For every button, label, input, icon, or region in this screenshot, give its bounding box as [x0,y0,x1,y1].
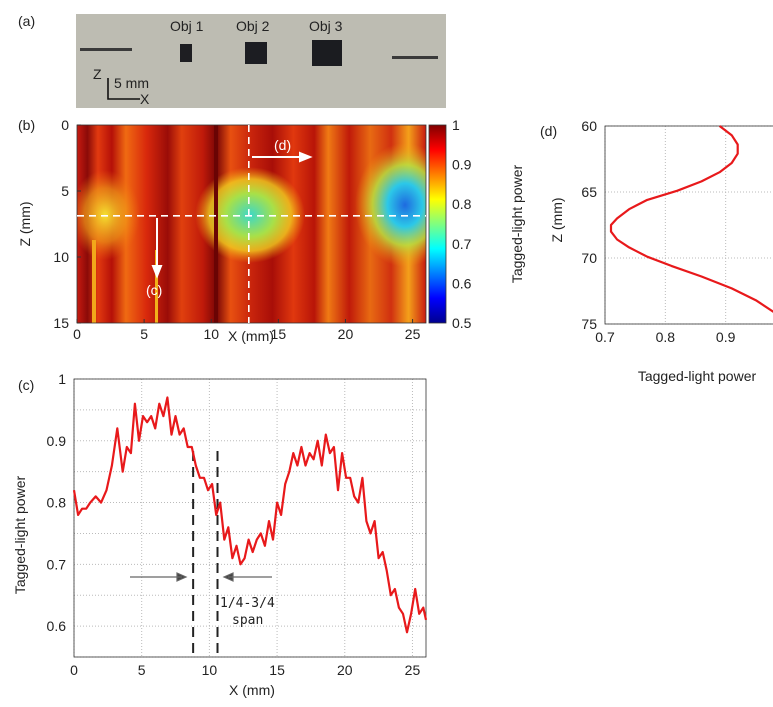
line-c-plot: 0 5 10 15 20 25 1 0.9 0.8 0.7 0.6 [47,371,428,678]
colorbar-tick-label: 0.8 [452,196,472,212]
xtick-label: 0 [70,662,78,678]
photo-wire-left [80,48,132,51]
heatmap-xtick-label: 20 [338,326,354,342]
xtick-label: 5 [138,662,146,678]
photo-wire-right [392,56,438,59]
ytick-label: 1 [58,371,66,387]
span-annotation-line2: span [232,613,263,628]
colorbar-tick-label: 0.7 [452,236,472,252]
annotation-c: (c) [146,282,162,298]
line-panel-c: (c) 0 5 10 15 20 25 1 0.9 0.8 0.7 0.6 1/4-3/4 span… [12,371,428,698]
heatmap-image [77,125,426,323]
xtick-label: 15 [269,662,285,678]
line-d-ylabel: Z (mm) [549,197,565,242]
ytick-label: 0.8 [47,495,67,511]
heatmap-ytick-label: 10 [53,249,69,265]
panel-label-c: (c) [18,377,34,393]
panel-label-d: (d) [540,123,557,139]
heatmap-xtick-label: 25 [405,326,421,342]
colorbar [428,124,447,324]
plot-frame [604,125,773,325]
arrow-left [130,572,188,582]
obj-1-label: Obj 1 [170,18,204,34]
scale-axis-x: X [140,91,150,107]
heatmap-ytick-label: 15 [53,315,69,331]
colorbar-tick-label: 0.5 [452,315,472,331]
ytick-label: 75 [581,316,597,332]
scale-length: 5 mm [114,75,149,91]
colorbar-ticks: 1 0.9 0.8 0.7 0.6 0.5 [452,117,472,331]
xtick-label: 0.8 [656,329,676,345]
colorbar-label: Tagged-light power [509,165,525,284]
scale-bar [107,78,140,100]
heatmap-xlabel: X (mm) [228,328,274,344]
heatmap-ytick-label: 0 [61,117,69,133]
obj-2-label: Obj 2 [236,18,270,34]
line-d-plot: 0.70.80.9160657075 [581,118,773,345]
heatmap-ylabel: Z (mm) [17,201,33,246]
arrow-to-c [151,218,163,279]
arrow-right [222,572,272,582]
annotation-d: (d) [274,137,291,153]
ytick-label: 0.9 [47,433,67,449]
span-annotation-line1: 1/4-3/4 [220,596,275,611]
photo-object-2 [245,42,267,64]
ytick-label: 70 [581,250,597,266]
data-series-line [72,396,428,634]
heatmap-axes: 0 5 10 15 20 25 0 5 10 15 [53,117,427,342]
photo-panel: (a) Obj 1 Obj 2 Obj 3 Z 5 mm X [18,13,446,108]
data-series-line [609,125,773,313]
photo-object-3 [312,40,342,66]
colorbar-tick-label: 0.6 [452,275,472,291]
xtick-label: 20 [337,662,353,678]
ytick-label: 0.7 [47,556,67,572]
arrow-to-d [252,151,313,163]
xtick-label: 25 [405,662,421,678]
xtick-label: 0.9 [716,329,736,345]
line-panel-d: (d) 0.70.80.9160657075 Tagged-light powe… [540,118,773,384]
plot-frame [73,378,427,658]
line-c-xlabel: X (mm) [229,682,275,698]
heatmap-ytick-label: 5 [61,183,69,199]
panel-label-a: (a) [18,13,35,29]
ytick-label: 65 [581,184,597,200]
line-d-xlabel: Tagged-light power [638,368,757,384]
colorbar-tick-label: 1 [452,117,460,133]
scale-axis-z: Z [93,66,102,82]
line-c-ylabel: Tagged-light power [12,476,28,595]
xtick-label: 0.7 [595,329,615,345]
colorbar-tick-label: 0.9 [452,157,472,173]
panel-label-b: (b) [18,117,35,133]
heatmap-xtick-label: 10 [203,326,219,342]
ytick-label: 0.6 [47,618,67,634]
photo-object-1 [180,44,192,62]
heatmap-xtick-label: 5 [140,326,148,342]
ytick-label: 60 [581,118,597,134]
heatmap-panel: (b) 0 5 10 15 20 25 0 5 10 15 (d) (c) 1 0.9 0.8 0.7 0… [17,117,525,344]
xtick-label: 10 [202,662,218,678]
obj-3-label: Obj 3 [309,18,343,34]
heatmap-xtick-label: 15 [271,326,287,342]
heatmap-frame [76,124,427,324]
heatmap-xtick-label: 0 [73,326,81,342]
